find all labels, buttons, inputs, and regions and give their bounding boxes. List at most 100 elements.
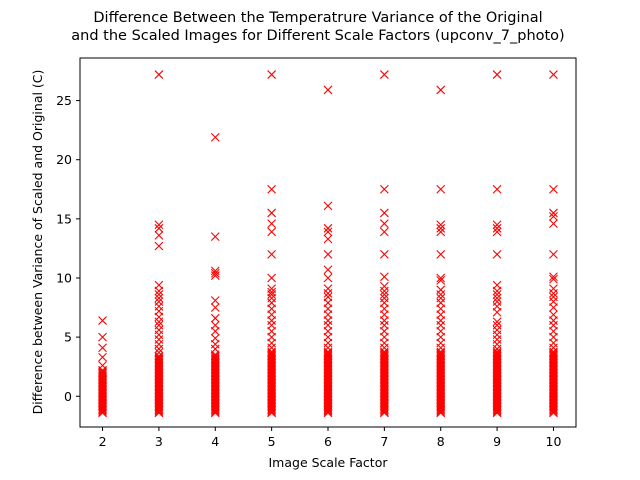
- scatter-point: [210, 132, 220, 142]
- scatter-point: [436, 351, 446, 361]
- x-tick-label: 7: [380, 434, 388, 449]
- scatter-point: [267, 350, 277, 360]
- scatter-point: [267, 316, 277, 325]
- scatter-point: [98, 368, 107, 378]
- scatter-point: [492, 249, 502, 259]
- scatter-point: [492, 293, 502, 303]
- scatter-point: [323, 284, 333, 294]
- scatter-point: [379, 348, 389, 358]
- scatter-point: [436, 223, 446, 233]
- scatter-point: [210, 353, 220, 362]
- scatter-point: [436, 350, 446, 360]
- scatter-point: [267, 351, 277, 361]
- scatter-point: [154, 231, 164, 240]
- scatter-point: [98, 365, 107, 375]
- scatter-point: [154, 317, 164, 327]
- scatter-point: [379, 208, 389, 218]
- scatter-point: [436, 249, 446, 259]
- scatter-point: [436, 275, 446, 285]
- scatter-point: [154, 325, 164, 335]
- scatter-point: [492, 351, 502, 361]
- scatter-point: [436, 347, 446, 357]
- scatter-point: [210, 326, 220, 336]
- scatter-point: [98, 332, 107, 342]
- scatter-point: [98, 343, 107, 353]
- scatter-point: [210, 232, 220, 241]
- x-axis-ticks: 2 3 4 5 6 7 8 9 10: [99, 427, 562, 449]
- scatter-point: [267, 290, 277, 299]
- x-tick-label: 5: [268, 434, 276, 449]
- scatter-point: [436, 316, 446, 325]
- scatter-point: [436, 227, 446, 237]
- scatter-point: [98, 367, 107, 377]
- y-tick-label: 20: [56, 152, 72, 167]
- scatter-point: [210, 350, 220, 360]
- x-axis-label: Image Scale Factor: [269, 455, 389, 470]
- scatter-point: [492, 227, 502, 237]
- scatter-point: [549, 272, 558, 282]
- scatter-point: [154, 220, 164, 230]
- scatter-point: [549, 316, 558, 325]
- scatter-point: [379, 281, 389, 291]
- scatter-point: [379, 351, 389, 361]
- scatter-point: [549, 274, 558, 284]
- y-tick-label: 15: [56, 211, 72, 226]
- scatter-point: [267, 347, 277, 357]
- scatter-point: [492, 220, 502, 230]
- scatter-point: [267, 208, 277, 218]
- scatter-point: [210, 351, 220, 361]
- scatter-point: [492, 70, 502, 79]
- scatter-point: [267, 249, 277, 259]
- scatter-point: [98, 316, 107, 325]
- scatter-point: [323, 350, 333, 360]
- scatter-point: [549, 348, 558, 358]
- y-tick-label: 25: [56, 93, 72, 108]
- scatter-point: [210, 339, 220, 349]
- scatter-point: [436, 184, 446, 194]
- scatter-point: [436, 285, 446, 295]
- scatter-point: [549, 219, 558, 228]
- y-axis-ticks: 0 5 10 15 20 25: [56, 93, 80, 404]
- scatter-point: [323, 288, 333, 298]
- scatter-point: [549, 184, 558, 194]
- scatter-point: [492, 290, 502, 299]
- scatter-point: [379, 316, 389, 325]
- scatter-point: [492, 307, 502, 317]
- x-tick-label: 10: [546, 434, 562, 449]
- scatter-point: [154, 344, 164, 354]
- scatter-point: [549, 249, 558, 259]
- scatter-point: [154, 335, 164, 344]
- scatter-point: [436, 290, 446, 299]
- scatter-point: [154, 354, 164, 364]
- scatter-point: [154, 330, 164, 340]
- scatter-point: [549, 288, 558, 298]
- scatter-point: [267, 219, 277, 228]
- scatter-point: [98, 370, 107, 379]
- scatter-point: [379, 249, 389, 259]
- scatter-point: [492, 223, 502, 233]
- scatter-point: [379, 70, 389, 79]
- scatter-point: [492, 335, 502, 344]
- scatter-point: [323, 227, 333, 237]
- y-axis-label: Difference between Variance of Scaled an…: [30, 70, 45, 415]
- scatter-point: [492, 339, 502, 349]
- scatter-point: [379, 290, 389, 299]
- scatter-point: [492, 350, 502, 360]
- scatter-point: [154, 286, 164, 296]
- scatter-point: [210, 303, 220, 312]
- scatter-point: [154, 293, 164, 303]
- x-tick-label: 4: [211, 434, 219, 449]
- scatter-point: [154, 290, 164, 299]
- scatter-point: [98, 352, 107, 362]
- y-tick-label: 10: [56, 270, 72, 285]
- scatter-point: [323, 348, 333, 358]
- scatter-point: [436, 85, 446, 95]
- scatter-point: [210, 354, 220, 364]
- scatter-point: [323, 338, 333, 348]
- y-tick-label: 0: [64, 389, 72, 404]
- scatter-point: [379, 219, 389, 228]
- y-tick-label: 5: [64, 330, 72, 345]
- scatter-point: [210, 268, 220, 278]
- scatter-point: [323, 223, 333, 233]
- scatter-point: [154, 339, 164, 349]
